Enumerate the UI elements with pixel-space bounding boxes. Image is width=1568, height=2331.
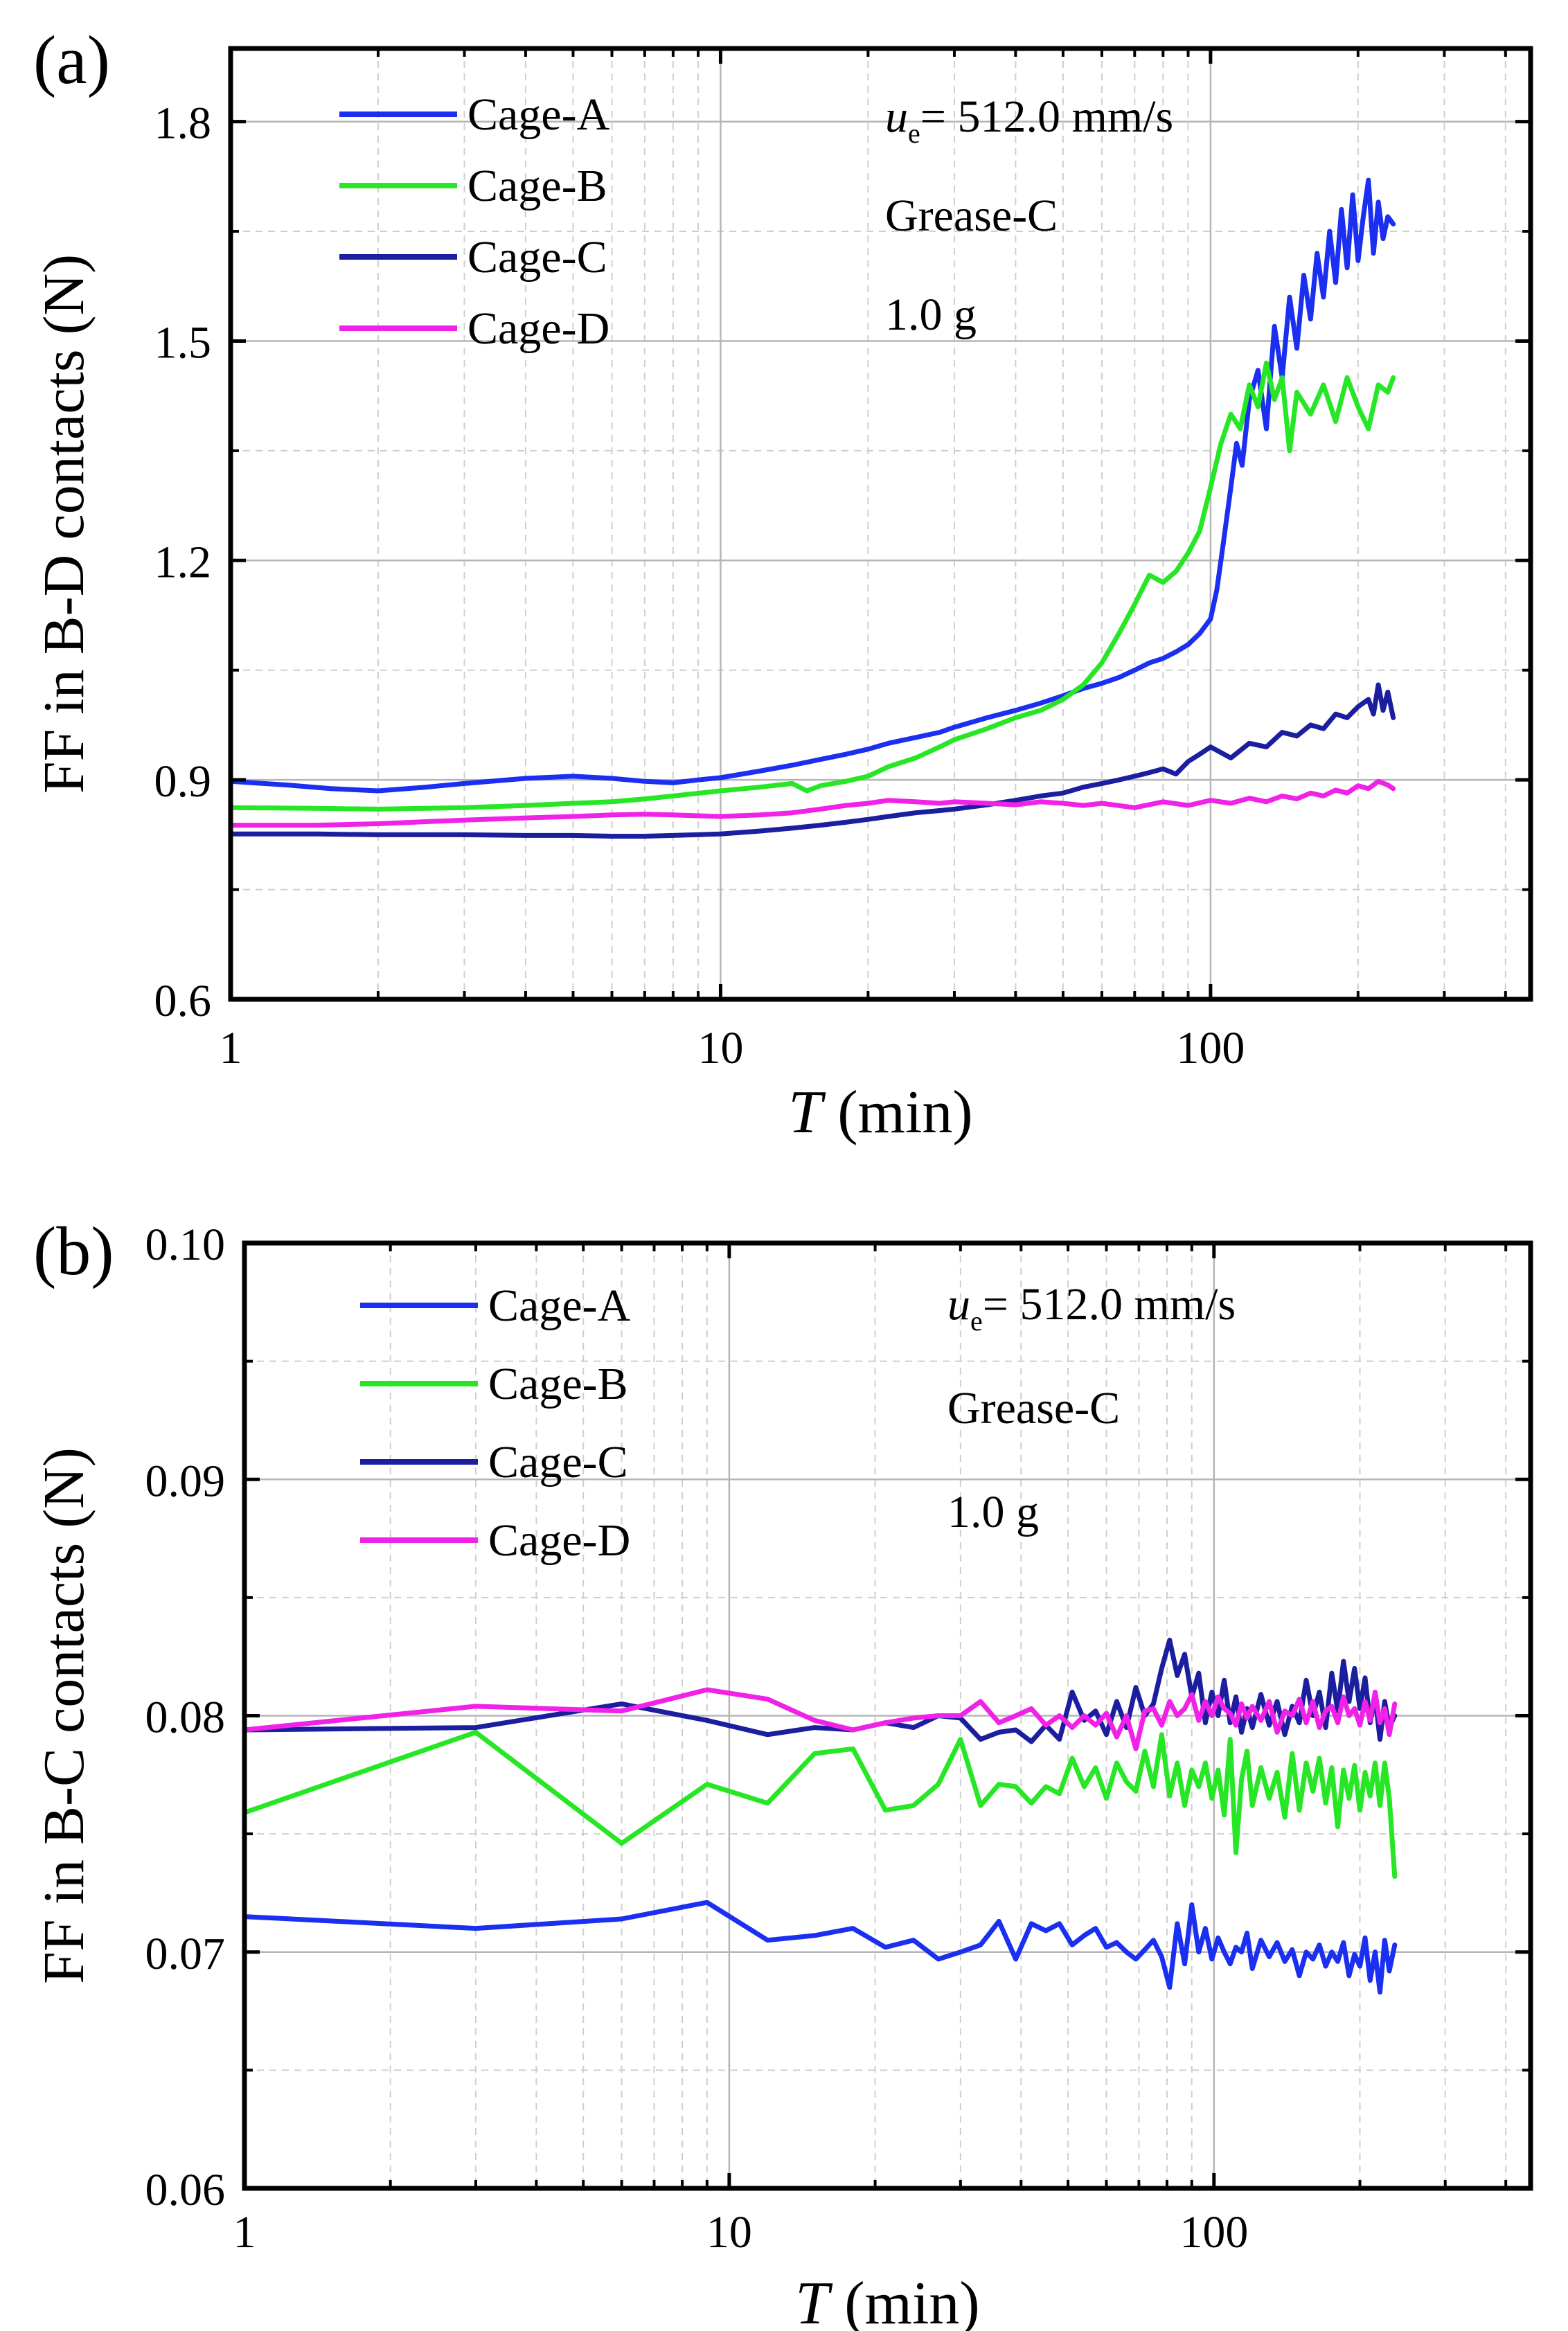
x-axis-label-symbol: T <box>788 1079 826 1146</box>
x-tick-label: 1 <box>233 2207 256 2258</box>
x-tick-label: 1 <box>220 1023 242 1073</box>
legend-label-cage-b: Cage-B <box>467 161 607 211</box>
legend: Cage-A Cage-B Cage-C Cage-D <box>360 1280 631 1566</box>
y-tick-label: 0.09 <box>145 1456 226 1506</box>
legend-label-cage-b: Cage-B <box>488 1359 628 1409</box>
legend-label-cage-d: Cage-D <box>488 1515 630 1566</box>
series-line-cage-d <box>242 1687 1398 1751</box>
panel-b: 1 10 100 0.06 0.07 0.08 0.09 0.10 (b) FF in B-C c… <box>32 1213 1533 2331</box>
annotation-speed-subscript: e <box>970 1305 983 1337</box>
y-axis-label: FF in B-C contacts (N) <box>32 1447 96 1984</box>
annotation-speed-value: = 512.0 mm/s <box>920 91 1173 142</box>
x-axis-label: T (min) <box>788 1079 972 1146</box>
series-line-cage-a <box>228 177 1396 794</box>
ticks <box>229 48 1531 1001</box>
y-tick-label: 0.08 <box>145 1693 226 1743</box>
legend-label-cage-a: Cage-A <box>467 89 610 140</box>
y-tick-label: 0.10 <box>145 1220 226 1270</box>
panel-label: (b) <box>33 1213 114 1289</box>
grid <box>243 1242 1531 2190</box>
y-axis-label: FF in B-D contacts (N) <box>32 254 96 794</box>
y-tick-label: 1.5 <box>154 317 212 368</box>
series-line-cage-b <box>228 360 1396 812</box>
annotation-speed-subscript: e <box>908 118 920 149</box>
annotation-speed: ue= 512.0 mm/s <box>947 1279 1236 1337</box>
legend: Cage-A Cage-B Cage-C Cage-D <box>339 89 610 354</box>
ticks <box>242 1241 1531 2190</box>
annotation-speed-value: = 512.0 mm/s <box>983 1279 1236 1330</box>
y-tick-label: 0.07 <box>145 1929 226 1979</box>
annotation-mass: 1.0 g <box>885 289 977 340</box>
x-tick-label: 10 <box>706 2207 752 2258</box>
annotation-mass: 1.0 g <box>947 1487 1039 1537</box>
plot-frame <box>228 46 1533 1002</box>
series-line-cage-c <box>228 682 1396 839</box>
y-tick-label: 0.06 <box>145 2165 226 2215</box>
annotation-speed: ue= 512.0 mm/s <box>885 91 1173 149</box>
series-line-cage-b <box>242 1729 1398 1879</box>
legend-label-cage-a: Cage-A <box>488 1280 631 1331</box>
annotation-speed-symbol: u <box>885 91 908 142</box>
x-axis-label-unit: (min) <box>829 2270 980 2331</box>
annotation-grease: Grease-C <box>885 190 1058 241</box>
x-axis-label: T (min) <box>795 2270 979 2331</box>
condition-annotation: ue= 512.0 mm/s Grease-C 1.0 g <box>885 91 1173 340</box>
legend-label-cage-c: Cage-C <box>467 232 607 283</box>
legend-label-cage-d: Cage-D <box>467 303 609 354</box>
grid <box>229 48 1531 1001</box>
y-tick-label: 0.6 <box>154 976 212 1026</box>
x-tick-label: 100 <box>1179 2207 1248 2258</box>
panel-label: (a) <box>33 21 110 98</box>
series-line-cage-d <box>228 778 1396 828</box>
x-axis-label-symbol: T <box>795 2270 833 2331</box>
x-tick-label: 10 <box>697 1023 743 1073</box>
condition-annotation: ue= 512.0 mm/s Grease-C 1.0 g <box>947 1279 1236 1537</box>
y-tick-label: 1.8 <box>154 98 212 149</box>
series-line-cage-a <box>242 1900 1398 1995</box>
annotation-grease: Grease-C <box>947 1383 1120 1434</box>
annotation-speed-symbol: u <box>947 1279 970 1330</box>
x-axis-label-unit: (min) <box>822 1079 973 1146</box>
y-tick-label: 0.9 <box>154 756 212 807</box>
panel-a: 1 10 100 0.6 0.9 1.2 1.5 1.8 (a) FF in B-D contac… <box>32 21 1533 1146</box>
y-tick-label: 1.2 <box>154 537 212 587</box>
x-tick-label: 100 <box>1176 1023 1245 1073</box>
series-line-cage-c <box>242 1637 1398 1744</box>
legend-label-cage-c: Cage-C <box>488 1437 628 1488</box>
